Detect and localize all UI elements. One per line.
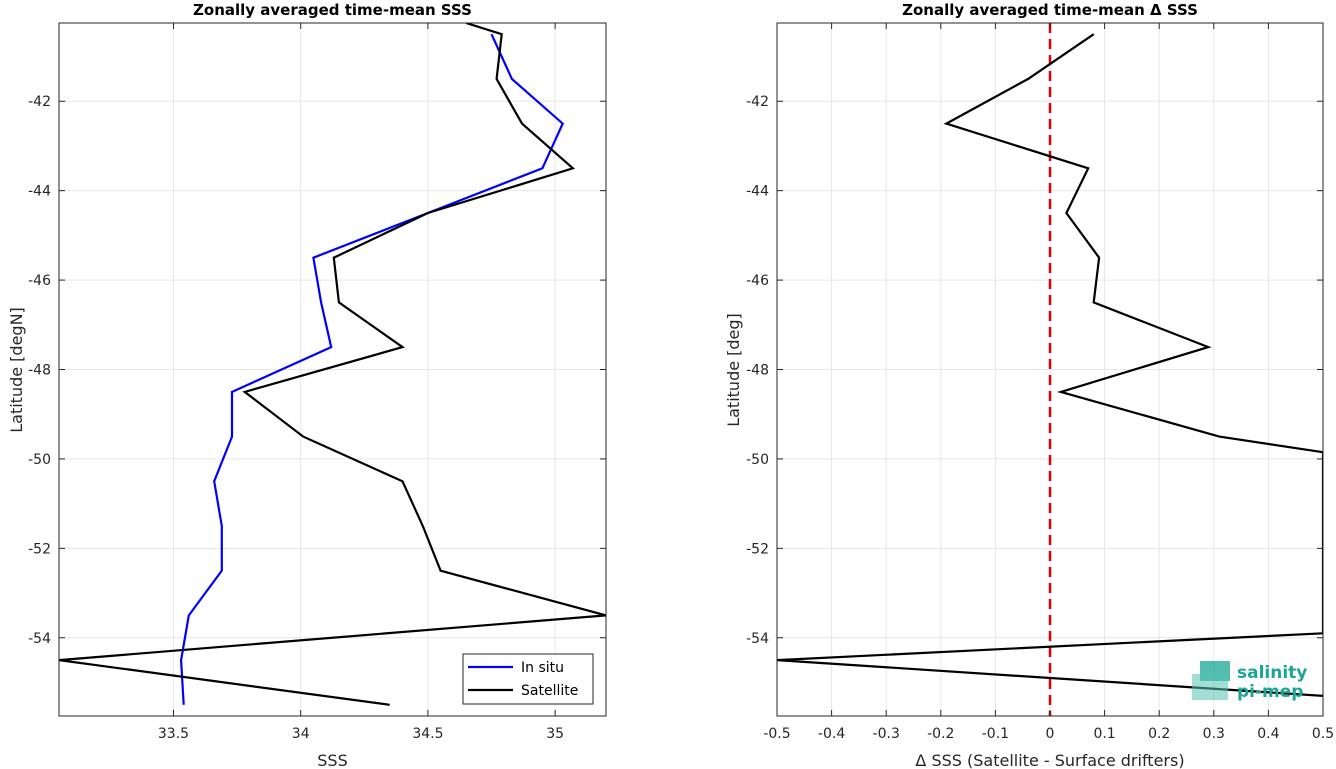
x-tick-label: -0.3 — [873, 726, 900, 742]
x-tick-label: 0.3 — [1203, 726, 1225, 742]
x-tick-label: 34 — [292, 726, 310, 742]
x-tick-label: 0 — [1046, 726, 1055, 742]
x-tick-label: 0.2 — [1148, 726, 1170, 742]
x-tick-label: 35 — [546, 726, 564, 742]
x-tick-label: 33.5 — [158, 726, 189, 742]
x-tick-label: 0.1 — [1093, 726, 1115, 742]
x-tick-label: 0.5 — [1312, 726, 1334, 742]
y-tick-label: -48 — [746, 363, 769, 379]
x-tick-label: 0.4 — [1257, 726, 1279, 742]
y-tick-label: -52 — [28, 541, 51, 557]
x-tick-label: -0.1 — [982, 726, 1009, 742]
y-tick-label: -44 — [746, 184, 769, 200]
x-tick-label: -0.5 — [763, 726, 790, 742]
y-tick-label: -50 — [28, 452, 51, 468]
y-tick-label: -54 — [746, 631, 769, 647]
y-tick-label: -48 — [28, 363, 51, 379]
x-axis-label: Δ SSS (Satellite - Surface drifters) — [915, 751, 1184, 769]
y-tick-label: -42 — [28, 94, 51, 110]
y-axis-label: Latitude [degN] — [7, 307, 26, 433]
y-axis-label: Latitude [deg] — [724, 313, 743, 427]
x-tick-label: -0.2 — [927, 726, 954, 742]
series-line-satellite — [59, 23, 606, 706]
salinity-pi-mep-logo: salinity pi-mep — [1192, 661, 1307, 702]
y-tick-label: -52 — [746, 541, 769, 557]
legend-label: In situ — [521, 660, 564, 676]
x-axis-label: SSS — [317, 751, 347, 769]
y-tick-label: -44 — [28, 184, 51, 200]
y-tick-label: -50 — [746, 452, 769, 468]
x-tick-label: 34.5 — [412, 726, 443, 742]
left-chart: 33.5 34 34.5 35 -54 -52 -50 -48 -46 -44 -42 Zonally… — [7, 1, 607, 769]
series-line-in-situ — [179, 33, 565, 705]
right-chart: -0.5 -0.4 -0.3 -0.2 -0.1 0 0.1 0.2 0.3 0.4 0.5 -54 -… — [724, 1, 1334, 769]
series-line-delta-sss — [777, 33, 1323, 697]
x-tick-label: -0.4 — [818, 726, 845, 742]
y-tick-label: -46 — [746, 273, 769, 289]
legend-box — [462, 653, 594, 705]
y-tick-label: -42 — [746, 94, 769, 110]
y-tick-label: -54 — [28, 631, 51, 647]
logo-mark-bottom — [1192, 674, 1228, 700]
legend-label: Satellite — [521, 683, 578, 699]
logo-line-2: pi-mep — [1237, 682, 1303, 702]
y-tick-label: -46 — [28, 273, 51, 289]
chart-title: Zonally averaged time-mean Δ SSS — [902, 1, 1198, 19]
chart-title: Zonally averaged time-mean SSS — [193, 1, 472, 19]
logo-line-1: salinity — [1237, 663, 1307, 683]
legend: In situ Satellite — [462, 653, 594, 705]
